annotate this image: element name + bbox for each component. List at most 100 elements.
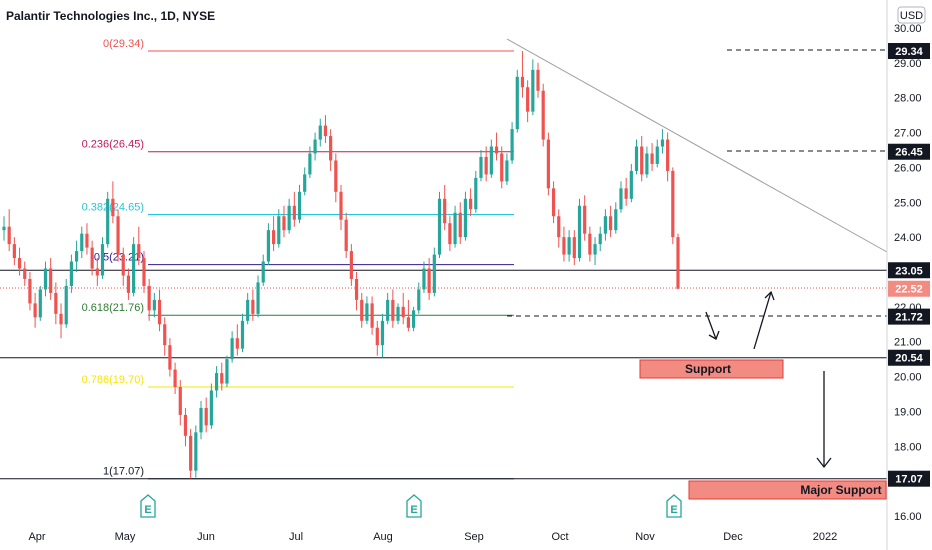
- price-tag-label: 23.05: [895, 265, 923, 277]
- candle-body: [603, 216, 608, 234]
- candle-body: [209, 390, 213, 426]
- candle-body: [194, 432, 198, 471]
- price-tag-label: 29.34: [895, 46, 923, 58]
- fib-level-label: 0.618(21.76): [82, 302, 144, 314]
- y-tick-labels: 16.0017.0018.0019.0020.0021.0022.0023.00…: [894, 23, 922, 523]
- trend-line[interactable]: [506, 38, 888, 253]
- x-tick-label: Sep: [464, 531, 484, 543]
- support-box[interactable]: [639, 359, 784, 379]
- major-support-box[interactable]: [688, 480, 887, 500]
- candle-body: [443, 198, 447, 224]
- candle-body: [660, 139, 665, 147]
- candle-body: [126, 275, 131, 293]
- candle-body: [220, 373, 224, 384]
- earnings-label: E: [144, 504, 151, 516]
- candle-body: [349, 251, 353, 279]
- candle-body: [515, 76, 519, 130]
- currency-button[interactable]: USD: [897, 6, 926, 24]
- candle-body: [614, 209, 618, 231]
- candle-body: [287, 205, 291, 231]
- earnings-marker: E: [140, 494, 156, 518]
- y-tick-label: 29.00: [894, 58, 922, 70]
- candle-body: [152, 299, 156, 311]
- y-tick-label: 28.00: [894, 93, 922, 105]
- candle-body: [163, 324, 167, 346]
- price-tag-label: 26.45: [895, 147, 923, 159]
- candle-body: [168, 345, 172, 370]
- fibonacci-retracement: 0(29.34)0.236(26.45)0.382(24.65)0.5(23.2…: [82, 38, 514, 480]
- candle-body: [80, 233, 84, 252]
- candle-body: [427, 268, 431, 293]
- candle-body: [365, 303, 369, 321]
- earnings-icon: [406, 494, 422, 518]
- candle-body: [111, 198, 115, 217]
- candle-body: [64, 285, 68, 325]
- candle-body: [157, 299, 162, 325]
- candle-body: [23, 268, 27, 279]
- y-tick-label: 30.00: [894, 23, 922, 35]
- candle-body: [116, 216, 120, 255]
- price-tag-box: [888, 470, 930, 487]
- candle-body: [463, 198, 468, 238]
- candle-body: [12, 244, 16, 259]
- price-tag-label: 22.52: [895, 284, 923, 296]
- arrow-up[interactable]: [753, 290, 775, 350]
- candle-body: [204, 407, 208, 426]
- candle-body: [85, 233, 89, 248]
- candle-body: [297, 191, 302, 220]
- candle-body: [142, 258, 146, 286]
- chart-title: Palantir Technologies Inc., 1D, NYSE: [6, 9, 215, 23]
- candle-body: [676, 237, 680, 289]
- candle-body: [137, 244, 141, 259]
- candle-body: [246, 299, 250, 321]
- candle-body: [240, 320, 245, 349]
- candle-body: [666, 139, 670, 171]
- candle-body: [282, 216, 286, 231]
- candle-body: [432, 254, 436, 293]
- candle-body: [375, 327, 379, 346]
- candle-body: [546, 139, 550, 189]
- candle-body: [303, 174, 307, 192]
- candle-body: [588, 233, 592, 255]
- candle-body: [406, 317, 410, 328]
- candle-body: [484, 156, 488, 175]
- earnings-label: E: [670, 504, 677, 516]
- fib-level-label: 0.236(26.45): [82, 139, 144, 151]
- arrow-down-long[interactable]: [816, 371, 832, 469]
- candle-body: [59, 313, 63, 325]
- candle-body: [624, 188, 628, 199]
- earnings-icon: [666, 494, 682, 518]
- candle-body: [437, 198, 442, 255]
- candle-body: [531, 69, 535, 112]
- candle-body: [90, 247, 94, 269]
- candle-body: [354, 278, 359, 300]
- candle-body: [178, 387, 182, 415]
- candle-body: [329, 136, 333, 161]
- candle-body: [598, 233, 602, 245]
- y-tick-label: 18.00: [894, 441, 922, 453]
- candle-body: [655, 146, 659, 164]
- horizontal-lines: [0, 269, 887, 480]
- candle-body: [225, 359, 229, 384]
- fib-level-label: 0.5(23.21): [94, 252, 144, 264]
- candle-body: [2, 226, 6, 231]
- candle-body: [479, 156, 483, 178]
- candle-body: [147, 285, 151, 311]
- candle-body: [619, 188, 623, 210]
- arrow-down-small[interactable]: [705, 311, 720, 340]
- candle-body: [650, 153, 654, 164]
- candle-body: [173, 369, 177, 388]
- candle-body: [28, 278, 32, 304]
- candle-body: [453, 212, 457, 245]
- candle-body: [339, 191, 343, 220]
- price-tag-label: 20.54: [895, 353, 923, 365]
- candle-body: [640, 146, 644, 175]
- x-tick-label: Jul: [289, 531, 303, 543]
- candle-body: [370, 303, 374, 328]
- candle-body: [510, 129, 514, 161]
- candle-body: [458, 212, 462, 238]
- y-tick-label: 24.00: [894, 232, 922, 244]
- support-label: Support: [685, 362, 731, 376]
